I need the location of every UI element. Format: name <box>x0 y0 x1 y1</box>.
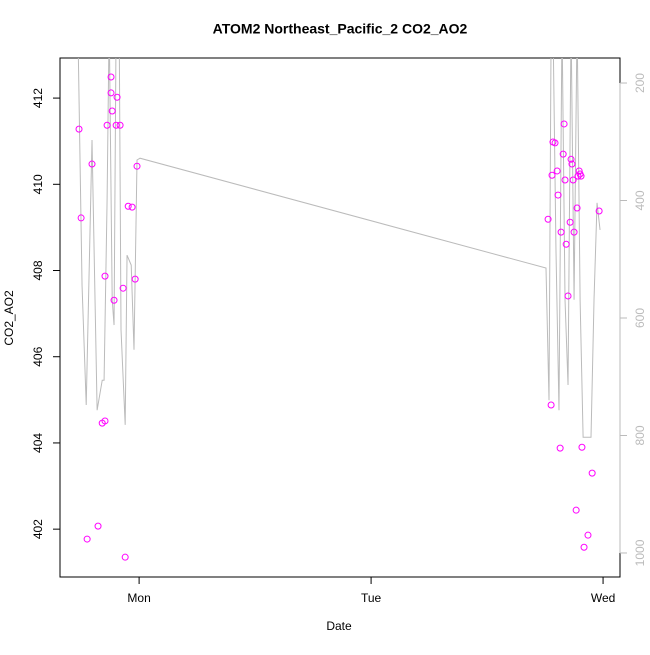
scatter-point <box>561 176 569 184</box>
scatter-point <box>554 191 562 199</box>
y2-tick-label: 400 <box>633 190 647 210</box>
chart-title: ATOM2 Northeast_Pacific_2 CO2_AO2 <box>213 21 468 37</box>
scatter-point <box>557 228 565 236</box>
y-tick-label: 412 <box>31 88 45 108</box>
scatter-point <box>569 176 577 184</box>
scatter-point <box>121 553 129 561</box>
y-tick-label: 402 <box>31 519 45 539</box>
scatter-point <box>573 204 581 212</box>
scatter-point <box>113 93 121 101</box>
x-axis-label: Date <box>326 619 352 633</box>
line-series <box>77 58 601 438</box>
scatter-point <box>77 214 85 222</box>
scatter-point <box>559 150 567 158</box>
x-tick-label: Tue <box>361 591 382 605</box>
scatter-point <box>556 444 564 452</box>
scatter-point <box>588 469 596 477</box>
scatter-point <box>83 535 91 543</box>
scatter-point <box>101 417 109 425</box>
scatter-point <box>578 443 586 451</box>
scatter-point <box>75 125 83 133</box>
scatter-point <box>110 296 118 304</box>
scatter-point <box>112 121 120 129</box>
scatter-point <box>577 172 585 180</box>
y2-tick-label: 800 <box>633 425 647 445</box>
scatter-point <box>562 240 570 248</box>
plot-area <box>75 58 603 561</box>
scatter-point <box>101 272 109 280</box>
scatter-point <box>131 275 139 283</box>
x-tick-label: Wed <box>591 591 615 605</box>
scatter-point <box>595 207 603 215</box>
y-tick-label: 408 <box>31 260 45 280</box>
scatter-point <box>88 160 96 168</box>
scatter-point <box>572 506 580 514</box>
y2-tick-label: 600 <box>633 308 647 328</box>
scatter-point <box>103 121 111 129</box>
x-tick-label: Mon <box>127 591 150 605</box>
scatter-point <box>564 292 572 300</box>
scatter-point <box>128 203 136 211</box>
scatter-point <box>107 73 115 81</box>
scatter-point <box>584 531 592 539</box>
scatter-point <box>94 522 102 530</box>
y2-tick-label: 200 <box>633 73 647 93</box>
scatter-point <box>133 162 141 170</box>
scatter-point <box>107 89 115 97</box>
y-tick-label: 406 <box>31 346 45 366</box>
y2-tick-label: 1000 <box>633 539 647 566</box>
scatter-point <box>553 167 561 175</box>
scatter-point <box>566 218 574 226</box>
scatter-point <box>567 155 575 163</box>
scatter-point <box>574 172 582 180</box>
scatter-point <box>551 139 559 147</box>
scatter-point <box>560 120 568 128</box>
scatter-point <box>124 202 132 210</box>
scatter-point <box>568 160 576 168</box>
scatter-point <box>548 171 556 179</box>
scatter-point <box>580 543 588 551</box>
scatter-point <box>544 215 552 223</box>
scatter-point <box>547 401 555 409</box>
y-tick-label: 404 <box>31 433 45 453</box>
y-axis-label: CO2_AO2 <box>2 290 16 346</box>
scatter-point <box>108 107 116 115</box>
y-tick-label: 410 <box>31 174 45 194</box>
scatter-point <box>570 228 578 236</box>
scatter-point <box>119 284 127 292</box>
scatter-point <box>116 121 124 129</box>
